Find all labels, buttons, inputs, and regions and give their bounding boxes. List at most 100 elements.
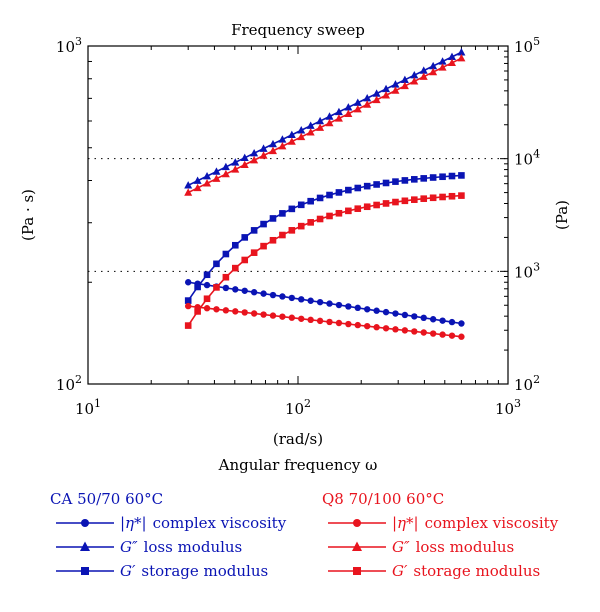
data-point <box>297 201 305 209</box>
data-point <box>373 324 380 331</box>
data-point <box>222 307 230 314</box>
data-point <box>269 291 277 299</box>
data-point <box>184 279 192 286</box>
data-point <box>194 308 201 315</box>
data-point <box>260 311 267 318</box>
data-point <box>382 200 390 207</box>
data-point <box>231 165 240 173</box>
chart-title: Frequency sweep <box>231 21 365 39</box>
data-point <box>307 197 314 205</box>
data-point <box>268 146 277 155</box>
data-point <box>335 319 343 327</box>
data-point <box>316 116 325 125</box>
legend-entry-ca-viscosity: |η*| complex viscosity <box>50 511 286 535</box>
data-point <box>400 81 409 90</box>
data-point <box>213 306 220 313</box>
data-point <box>184 181 193 189</box>
data-point <box>373 181 380 188</box>
data-point <box>363 100 372 108</box>
data-point <box>429 67 438 76</box>
data-point <box>240 160 249 168</box>
series-line <box>187 51 462 187</box>
data-point <box>316 123 325 131</box>
data-point <box>194 283 201 291</box>
data-point <box>260 220 267 228</box>
data-point <box>288 205 296 213</box>
data-point <box>287 130 296 139</box>
legend-marker-triangle-icon <box>328 541 386 551</box>
data-point <box>184 297 192 304</box>
data-point <box>316 215 324 223</box>
legend-symbol: G′ <box>392 562 408 580</box>
data-point <box>287 137 296 145</box>
data-point <box>429 316 437 323</box>
data-point <box>448 172 456 180</box>
data-point <box>391 80 400 88</box>
data-point <box>184 188 193 196</box>
legend-symbol: G″ <box>392 538 410 556</box>
y-right-tick-label: 104 <box>514 148 540 169</box>
data-point <box>335 209 343 217</box>
data-point <box>400 75 409 83</box>
data-point <box>268 139 277 148</box>
y-left-tick-label: 102 <box>56 373 82 394</box>
data-point <box>439 331 446 338</box>
x-axis-unit-label: (rad/s) <box>273 430 323 448</box>
series-line <box>187 57 462 194</box>
data-point <box>372 89 381 97</box>
data-point <box>401 311 409 319</box>
data-point <box>240 153 249 161</box>
data-point <box>458 320 465 327</box>
data-point <box>203 271 211 279</box>
legend-group-q8: Q8 70/100 60°C |η*| complex viscosity G″… <box>322 487 558 583</box>
data-point <box>250 289 258 296</box>
legend-entry-q8-loss: G″ loss modulus <box>322 535 558 559</box>
data-point <box>401 177 409 184</box>
data-point <box>326 212 333 220</box>
data-point <box>420 175 428 182</box>
data-point <box>241 256 249 264</box>
data-point <box>307 219 314 226</box>
data-point <box>203 171 212 180</box>
data-point <box>288 314 296 321</box>
data-point <box>363 93 372 102</box>
legend-entry-ca-loss: G″ loss modulus <box>50 535 286 559</box>
data-point <box>458 333 465 340</box>
data-point <box>221 162 230 171</box>
data-point <box>372 95 381 104</box>
data-point <box>401 327 409 334</box>
x-tick-label: 103 <box>495 397 521 418</box>
data-point <box>307 297 314 304</box>
data-point <box>260 242 267 250</box>
data-point <box>439 173 446 181</box>
data-point <box>203 295 211 303</box>
data-point <box>410 70 419 79</box>
legend-marker-circle-icon <box>328 519 386 527</box>
series-line <box>188 281 462 325</box>
data-point <box>213 284 220 291</box>
series-ca-square <box>184 172 465 304</box>
data-point <box>448 192 456 200</box>
data-point <box>213 260 220 268</box>
series-ca-triangle <box>184 48 466 189</box>
data-point <box>354 205 362 212</box>
data-point <box>297 126 306 134</box>
series-line <box>187 174 462 302</box>
data-point <box>325 118 334 127</box>
legend-symbol: G′ <box>120 562 136 580</box>
data-point <box>316 317 324 325</box>
data-point <box>447 58 456 66</box>
data-point <box>429 330 437 337</box>
data-point <box>250 149 259 157</box>
legend-text: complex viscosity <box>424 514 559 532</box>
data-point <box>298 296 305 303</box>
x-axis-label: Angular frequency ω <box>218 456 378 474</box>
data-point <box>429 194 437 202</box>
data-point <box>411 313 418 320</box>
data-point <box>232 286 239 293</box>
data-point <box>457 53 466 62</box>
data-point <box>401 197 409 205</box>
data-point <box>382 84 391 93</box>
data-point <box>354 304 361 312</box>
data-point <box>222 284 230 292</box>
